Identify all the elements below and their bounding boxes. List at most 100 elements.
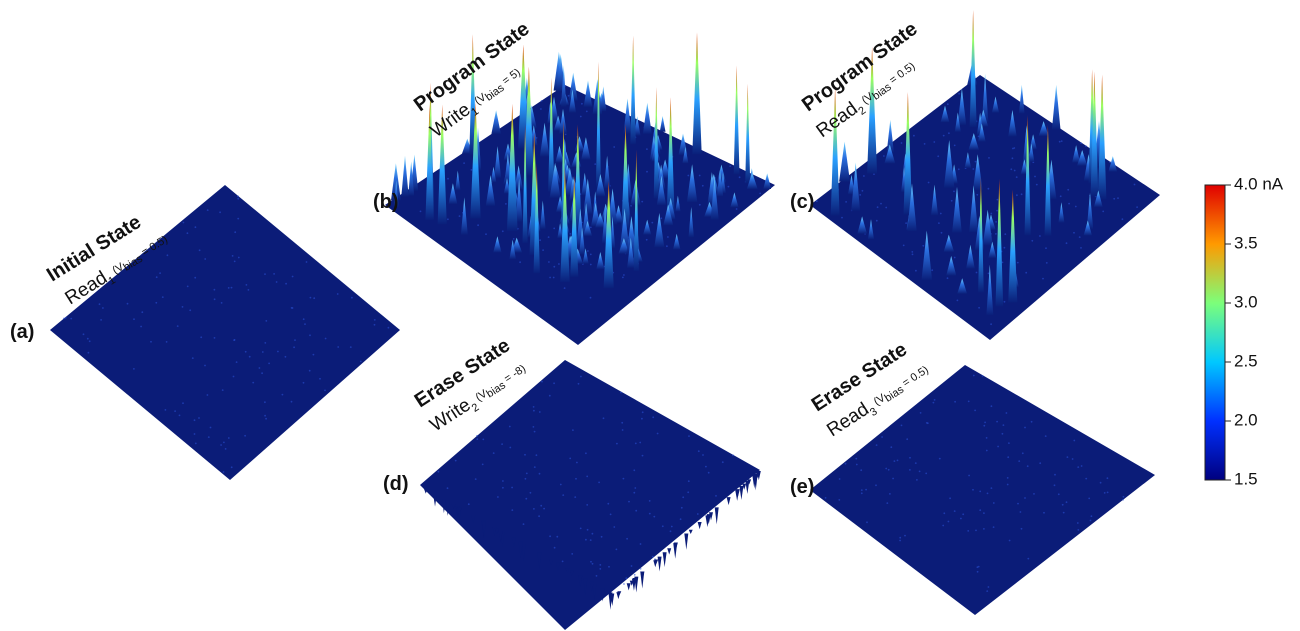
speckle [447,487,449,489]
speckle [865,489,867,491]
speckle [863,175,865,177]
speckle [533,508,535,510]
speckle [509,447,511,449]
speckle [960,518,962,520]
speckle [911,251,913,253]
speckle [688,435,690,437]
speckle [990,323,992,325]
speckle [525,478,527,480]
speckle [634,487,636,489]
speckle [65,317,67,319]
speckle [1080,142,1082,144]
speckle [866,521,868,523]
speckle [553,228,555,230]
speckle [548,236,550,238]
speckle [1073,232,1075,234]
colorbar-tick-label: 3.0 [1234,292,1258,311]
speckle [1077,522,1079,524]
speckle [954,145,956,147]
speckle [187,232,189,234]
speckle [476,438,478,440]
speckle [978,307,980,309]
speckle [906,438,908,440]
speckle [207,209,209,211]
speckle [666,245,668,247]
speckle [1036,184,1038,186]
speckle [468,503,470,505]
speckle [594,163,596,165]
speckle [967,530,969,532]
speckle [860,469,862,471]
colorbar-tick-label: 2.5 [1234,351,1258,370]
speckle [646,239,648,241]
speckle [179,415,181,417]
speckle [505,203,507,205]
speckle [83,333,85,335]
speckle [816,200,818,202]
speckle [993,502,995,504]
speckle [174,410,176,412]
speckle [880,203,882,205]
speckle [238,257,240,259]
speckle [993,526,995,528]
speckle [562,561,564,563]
colorbar-tick-label: 3.5 [1234,233,1258,252]
speckle [1007,484,1009,486]
speckle [610,514,612,516]
speckle [207,394,209,396]
speckle [1134,184,1136,186]
speckle [1027,558,1029,560]
speckle [933,402,935,404]
speckle [646,148,648,150]
speckle [915,462,917,464]
speckle [252,382,254,384]
speckle [979,491,981,493]
speckle [463,162,465,164]
speckle [736,208,738,210]
speckle [519,261,521,263]
speckle [715,495,717,497]
speckle [890,446,892,448]
speckle [232,255,234,257]
speckle [1008,442,1010,444]
speckle [628,501,630,503]
speckle [513,238,515,240]
speckle [698,450,700,452]
speckle [538,515,540,517]
speckle [596,575,598,577]
speckle [140,326,142,328]
speckle [569,233,571,235]
surface [420,360,760,630]
speckle [1085,478,1087,480]
speckle [933,141,935,143]
speckle [861,489,863,491]
speckle [234,339,236,341]
speckle [99,303,101,305]
spike [584,81,593,107]
edge-spike [698,522,702,529]
speckle [261,372,263,374]
speckle [1006,412,1008,414]
speckle [509,426,511,428]
colorbar-tick-label: 4.0 nA [1234,174,1284,193]
speckle [642,455,644,457]
speckle [623,478,625,480]
speckle [1042,278,1044,280]
speckle [622,277,624,279]
speckle [958,168,960,170]
speckle [938,222,940,224]
speckle [928,182,930,184]
speckle [586,476,588,478]
speckle [845,201,847,203]
speckle [592,563,594,565]
speckle [1004,301,1006,303]
speckle [223,471,225,473]
speckle [1102,211,1104,213]
speckle [996,421,998,423]
speckle [897,460,899,462]
speckle [337,346,339,348]
speckle [304,323,306,325]
speckle [904,535,906,537]
speckle [616,549,618,551]
speckle [729,165,731,167]
